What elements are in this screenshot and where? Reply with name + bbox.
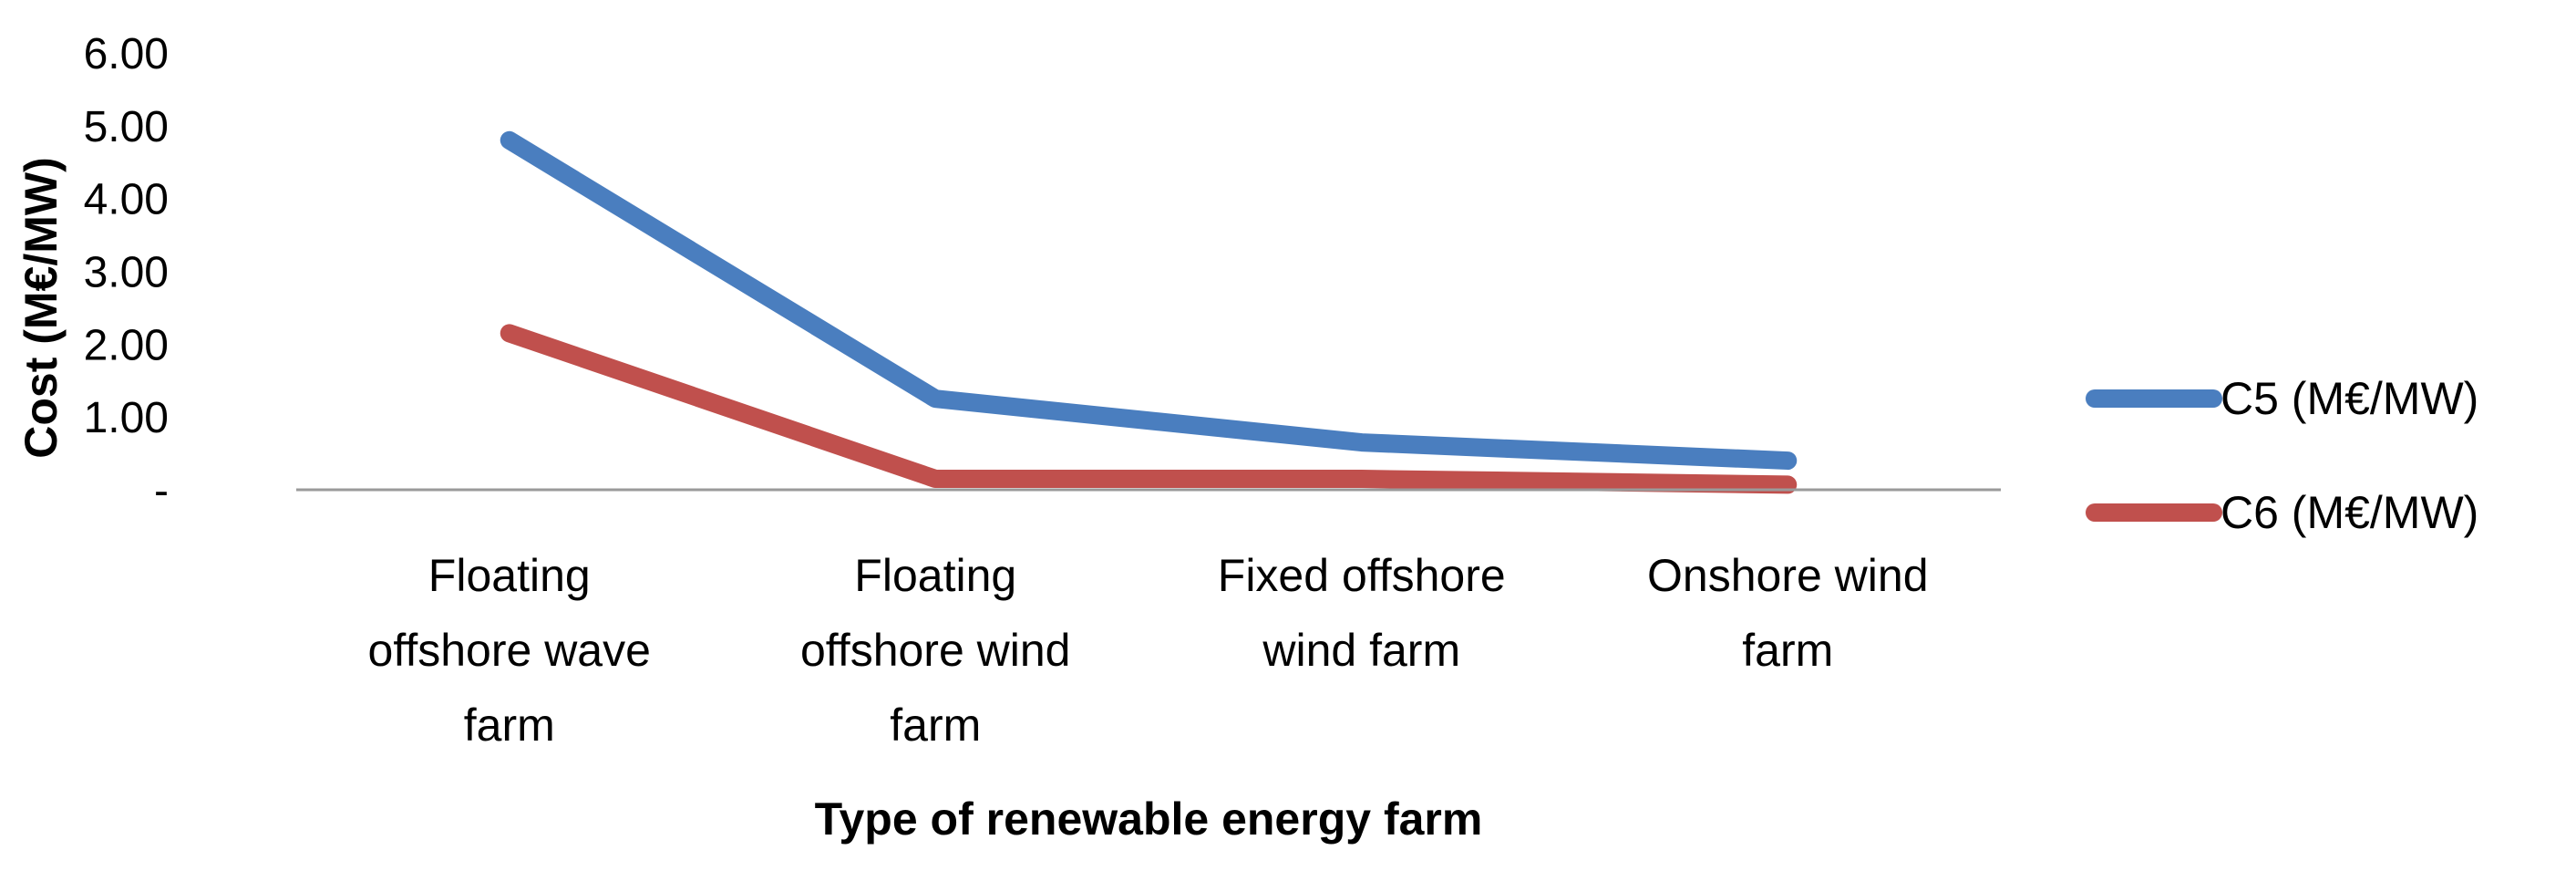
series-line-2 [500,324,1798,494]
x-category-label-line: Onshore wind [1647,550,1929,601]
series-line-1 [500,130,1798,471]
legend: C5 (M€/MW) C6 (M€/MW) [2086,373,2478,538]
y-tick-label: 5.00 [84,103,169,151]
x-category-label-line: Fixed offshore [1218,550,1506,601]
x-axis-category-labels: Floating offshore wave farm Floating offshor… [368,550,1929,751]
x-category-label: Floating offshore wind farm [800,550,1070,751]
x-axis-title: Type of renewable energy farm [815,793,1483,845]
x-category-label-line: farm [464,700,555,751]
x-category-label: Onshore wind farm [1647,550,1929,676]
y-tick-label: 3.00 [84,249,169,297]
y-tick-label: 2.00 [84,321,169,369]
x-category-label-line: offshore wave [368,625,651,676]
y-axis-tick-labels: - 1.00 2.00 3.00 4.00 5.00 6.00 [84,30,169,515]
x-category-label-line: offshore wind [800,625,1070,676]
x-category-label-line: farm [1742,625,1833,676]
y-tick-label: 4.00 [84,176,169,224]
x-category-label-line: Floating [854,550,1016,601]
x-category-label-line: wind farm [1262,625,1460,676]
x-category-label: Fixed offshore wind farm [1218,550,1506,676]
y-axis-title: Cost (M€/MW) [15,157,67,459]
y-tick-label: 1.00 [84,394,169,442]
y-tick-label: - [154,467,169,515]
y-tick-label: 6.00 [84,30,169,78]
legend-label-2: C6 (M€/MW) [2221,487,2478,538]
x-category-label-line: farm [890,700,981,751]
x-category-label-line: Floating [428,550,591,601]
series-lines [500,130,1798,494]
x-category-label: Floating offshore wave farm [368,550,651,751]
legend-label-1: C5 (M€/MW) [2221,373,2478,424]
